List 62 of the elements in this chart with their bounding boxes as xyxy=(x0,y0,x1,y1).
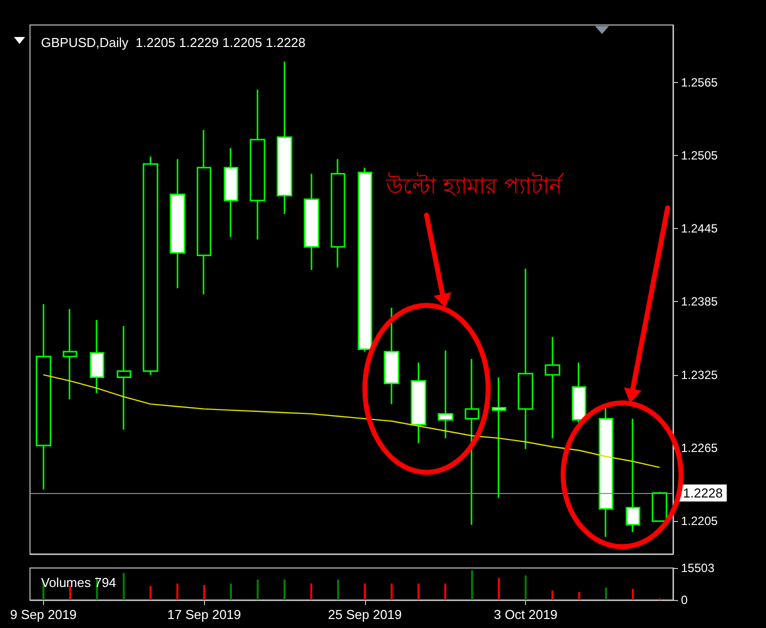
candlestick xyxy=(518,268,534,450)
bar xyxy=(310,583,312,600)
candlestick xyxy=(410,362,426,444)
bar xyxy=(390,583,393,600)
bar xyxy=(551,590,554,600)
bar xyxy=(578,592,580,600)
candlestick xyxy=(652,491,668,522)
candlestick xyxy=(142,156,158,376)
candlestick xyxy=(250,88,266,240)
candlestick xyxy=(276,60,292,215)
x-tick-label: 9 Sep 2019 xyxy=(10,607,77,622)
candlestick xyxy=(572,362,586,424)
candlestick xyxy=(90,319,104,394)
bar xyxy=(498,578,500,600)
y-tick-label: 1.2565 xyxy=(681,75,718,90)
text: GBPUSD,Daily 1.2205 1.2229 1.2205 1.2228 xyxy=(41,35,306,50)
candlestick xyxy=(62,308,78,400)
bar xyxy=(337,580,340,600)
bar xyxy=(364,583,366,600)
bar xyxy=(176,583,178,600)
line-series xyxy=(42,374,660,468)
y-tick-label: 0 xyxy=(681,593,688,607)
y-tick-label: 1.2265 xyxy=(681,440,718,455)
bar xyxy=(471,570,474,600)
bar xyxy=(69,586,72,600)
bar xyxy=(203,584,206,600)
x-tick-label: 17 Sep 2019 xyxy=(167,607,242,622)
x-tick-label: 25 Sep 2019 xyxy=(328,607,402,622)
bar xyxy=(150,586,152,600)
candlestick xyxy=(544,336,560,439)
bar xyxy=(122,572,125,600)
candlestick xyxy=(196,129,212,296)
candlestick xyxy=(492,376,506,499)
candlestick xyxy=(170,158,186,290)
candlestick xyxy=(304,172,320,271)
bar xyxy=(524,575,527,600)
bar xyxy=(284,580,286,600)
bar xyxy=(444,583,446,600)
candlestick xyxy=(626,418,640,533)
candlestick xyxy=(224,147,238,238)
ref-line-label: 1.2228 xyxy=(683,486,723,501)
bar xyxy=(256,580,259,600)
candlestick xyxy=(116,325,132,430)
bar xyxy=(417,583,420,600)
x-tick-label: 3 Oct 2019 xyxy=(494,607,558,622)
bar xyxy=(632,588,634,600)
bar xyxy=(230,583,232,600)
y-tick-label: 15503 xyxy=(681,561,715,575)
candlestick xyxy=(438,350,454,439)
text: Volumes 794 xyxy=(41,575,116,590)
y-tick-label: 1.2205 xyxy=(681,514,718,528)
candlestick xyxy=(384,307,400,405)
candlestick xyxy=(358,166,372,352)
candlestick xyxy=(36,303,52,490)
bar xyxy=(605,588,608,600)
y-tick-label: 1.2505 xyxy=(681,148,718,162)
y-tick-label: 1.2325 xyxy=(681,368,718,382)
y-tick-label: 1.2445 xyxy=(681,222,718,236)
annotation: উল্টো হ্যামার প্যাটার্ন xyxy=(385,172,565,200)
candlestick xyxy=(464,358,480,526)
y-tick-label: 1.2385 xyxy=(681,294,718,309)
candlestick xyxy=(330,158,346,268)
